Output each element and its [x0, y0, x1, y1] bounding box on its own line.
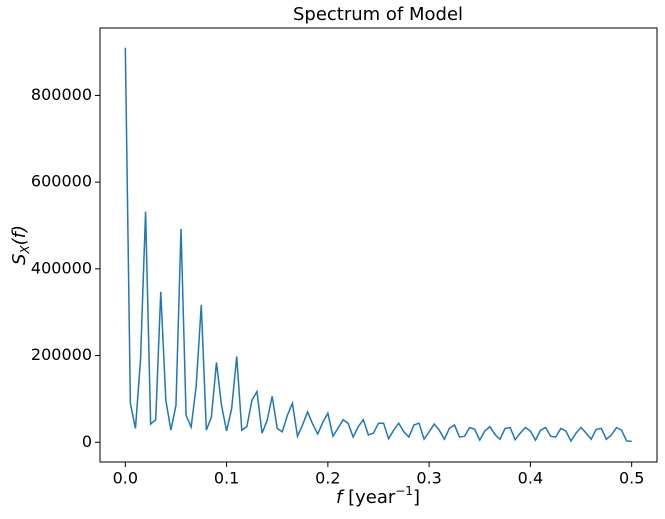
y-label-rest: (f) — [9, 225, 30, 245]
x-tick-label: 0.2 — [315, 469, 340, 488]
x-label-sup: −1 — [395, 484, 413, 498]
x-label-unit: [year — [342, 487, 396, 508]
x-tick-label: 0.0 — [113, 469, 138, 488]
x-tick-label: 0.5 — [619, 469, 644, 488]
y-tick-label: 200000 — [31, 345, 92, 364]
x-tick-label: 0.4 — [518, 469, 543, 488]
axes-frame — [99, 27, 658, 463]
x-label-var: f — [336, 487, 345, 508]
y-label-base: S — [9, 254, 30, 265]
y-tick-label: 800000 — [31, 85, 92, 104]
y-tick-label: 400000 — [31, 258, 92, 277]
y-axis-label: SX(f) — [9, 225, 32, 265]
x-label-close: ] — [413, 487, 420, 508]
chart-title: Spectrum of Model — [293, 4, 463, 25]
y-tick-label: 600000 — [31, 172, 92, 191]
x-tick-label: 0.3 — [416, 469, 441, 488]
y-label-sub: X — [18, 245, 32, 255]
x-tick-label: 0.1 — [214, 469, 239, 488]
data-line — [124, 47, 632, 443]
x-axis-label: f [year−1] — [336, 484, 420, 509]
y-tick-label: 0 — [82, 432, 92, 451]
